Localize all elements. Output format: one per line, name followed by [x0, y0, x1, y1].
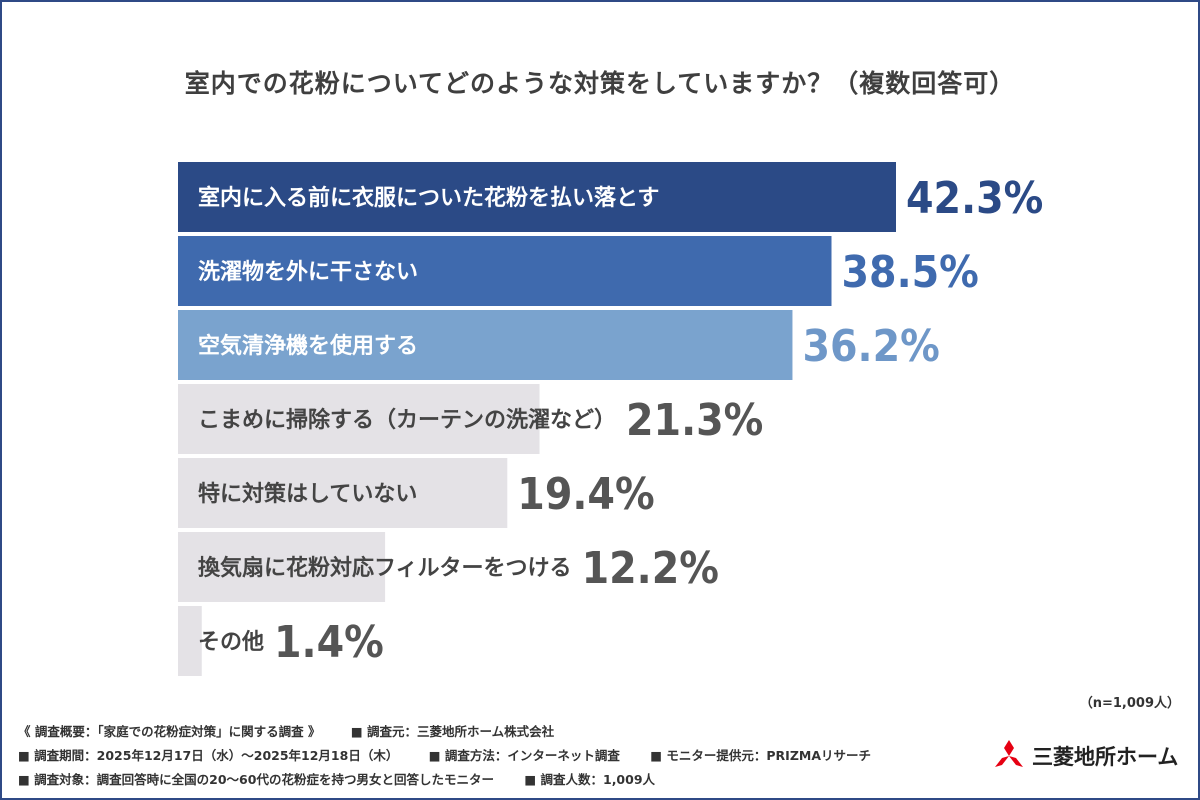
note-monitor-provider: ■ モニター提供元：PRIZMAリサーチ: [650, 748, 871, 763]
notes-row-2: ■ 調査期間：2025年12月17日（水）～2025年12月18日（木） ■ 調…: [18, 744, 897, 768]
bar-5: [178, 532, 386, 602]
bar-label-0: 室内に入る前に衣服についた花粉を払い落とす: [198, 185, 659, 211]
bar-label-3: こまめに掃除する（カーテンの洗濯など）: [198, 407, 616, 433]
note-survey-method: ■ 調査方法：インターネット調査: [428, 748, 620, 763]
sample-size: （n=1,009人）: [1079, 696, 1180, 711]
note-survey-target: ■ 調査対象：調査回答時に全国の20～60代の花粉症を持つ男女と回答したモニター: [18, 772, 494, 787]
logo-text: 三菱地所ホーム: [1032, 745, 1179, 769]
bar-value-3: 21.3%: [626, 395, 763, 446]
bar-value-0: 42.3%: [906, 173, 1043, 224]
note-survey-overview: 《 調査概要：「家庭での花粉症対策」に関する調査 》: [18, 724, 321, 739]
bar-label-1: 洗濯物を外に干さない: [198, 259, 418, 285]
note-survey-source: ■ 調査元：三菱地所ホーム株式会社: [350, 724, 555, 739]
bar-value-1: 38.5%: [841, 247, 978, 298]
bar-chart: 室内に入る前に衣服についた花粉を払い落とす 42.3% 洗濯物を外に干さない 38.5…: [178, 162, 1043, 676]
mitsubishi-three-diamonds-icon: [995, 740, 1023, 767]
bar-value-2: 36.2%: [802, 321, 939, 372]
notes-row-1: 《 調査概要：「家庭での花粉症対策」に関する調査 》 ■ 調査元：三菱地所ホーム…: [18, 720, 897, 744]
bar-1: [178, 236, 832, 306]
chart-title: 室内での花粉についてどのような対策をしていますか？（複数回答可）: [184, 69, 1016, 98]
bar-2: [178, 310, 793, 380]
bar-value-5: 12.2%: [582, 543, 719, 594]
bar-3: [178, 384, 540, 454]
bar-0: [178, 162, 896, 232]
bar-4: [178, 458, 508, 528]
note-survey-count: ■ 調査人数：1,009人: [524, 772, 656, 787]
bar-6: [178, 606, 202, 676]
note-survey-period: ■ 調査期間：2025年12月17日（水）～2025年12月18日（木）: [18, 748, 399, 763]
notes-row-3: ■ 調査対象：調査回答時に全国の20～60代の花粉症を持つ男女と回答したモニター…: [18, 768, 897, 792]
bar-label-2: 空気清浄機を使用する: [198, 333, 418, 359]
bar-label-5: 換気扇に花粉対応フィルターをつける: [198, 555, 572, 581]
bar-value-4: 19.4%: [517, 469, 654, 520]
survey-notes: 《 調査概要：「家庭での花粉症対策」に関する調査 》 ■ 調査元：三菱地所ホーム…: [18, 720, 897, 792]
company-logo: 三菱地所ホーム: [992, 738, 1182, 774]
bar-value-6: 1.4%: [274, 617, 384, 668]
bar-label-4: 特に対策はしていない: [198, 481, 417, 507]
bar-label-6: その他: [198, 630, 264, 655]
